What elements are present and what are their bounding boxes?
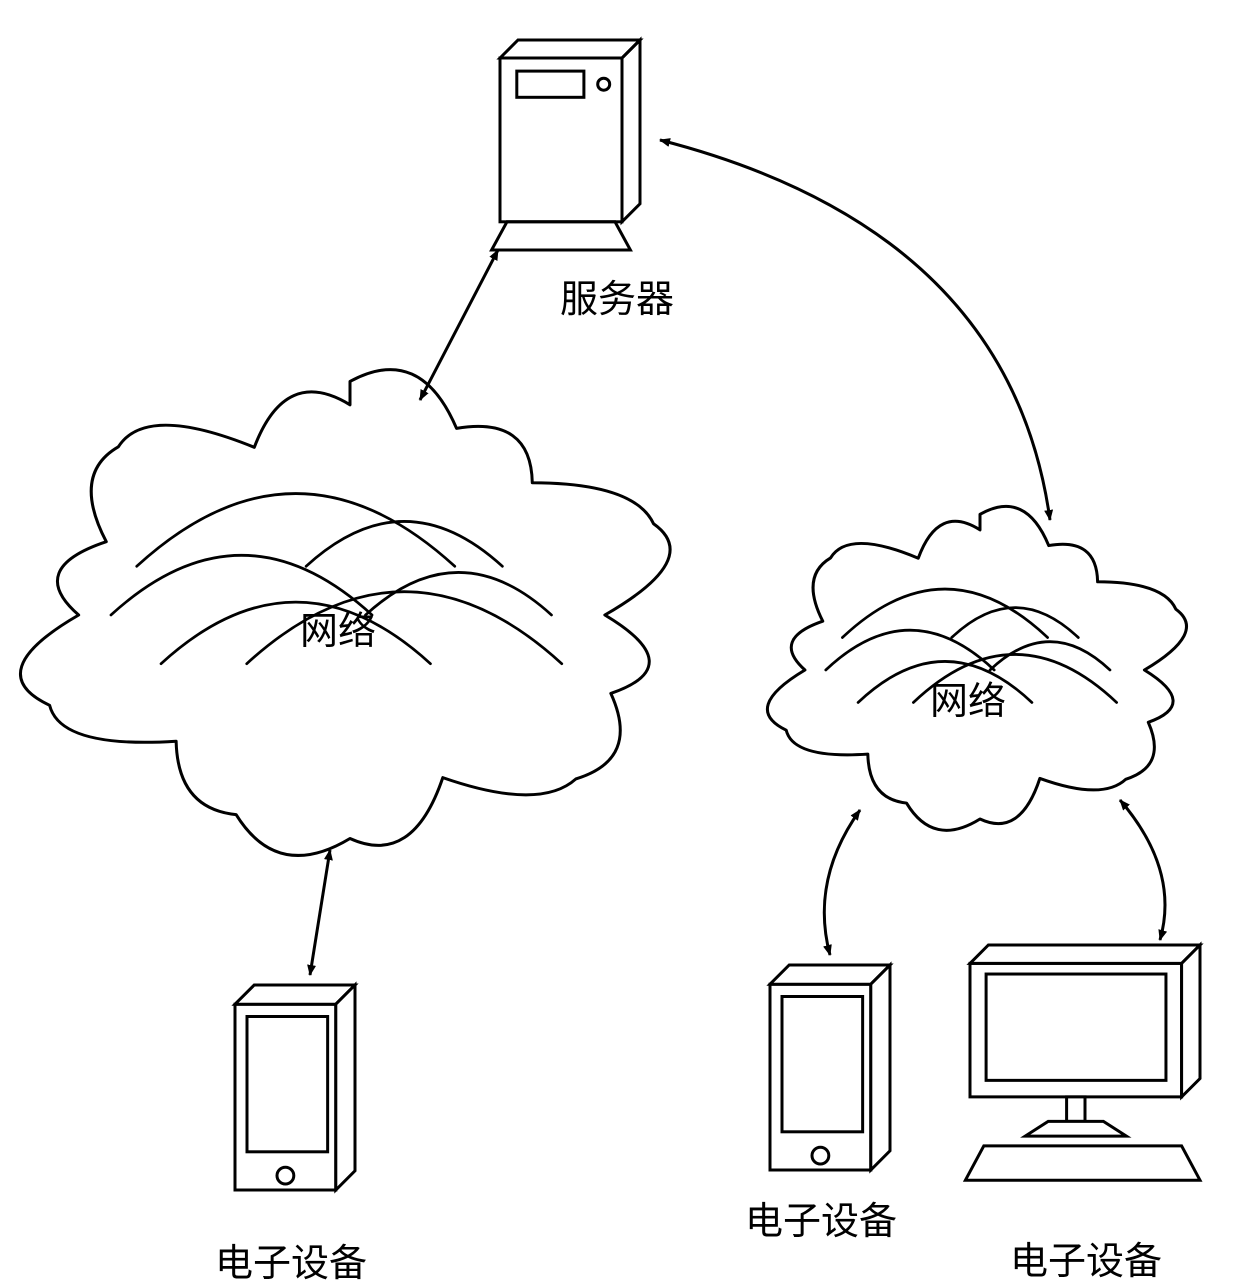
diagram-stage: 服务器网络网络电子设备电子设备电子设备 <box>0 0 1240 1280</box>
server-label: 服务器 <box>560 268 674 323</box>
edge-e4 <box>824 810 860 955</box>
phone-node <box>770 965 890 1170</box>
server-node <box>492 40 640 250</box>
edge-e5 <box>1120 800 1165 940</box>
phone_r-label: 电子设备 <box>745 1190 897 1245</box>
cloud_l-label: 网络 <box>300 600 376 655</box>
cloud-node <box>767 506 1186 830</box>
diagram-svg <box>0 0 1240 1280</box>
phone_l-label: 电子设备 <box>215 1232 367 1287</box>
edge-e2 <box>660 140 1050 520</box>
edge-e3 <box>310 850 330 975</box>
desktop-node <box>965 945 1200 1180</box>
cloud_r-label: 网络 <box>930 670 1006 725</box>
phone-node <box>235 985 355 1190</box>
edge-e1 <box>420 250 498 400</box>
pc-label: 电子设备 <box>1010 1230 1162 1285</box>
